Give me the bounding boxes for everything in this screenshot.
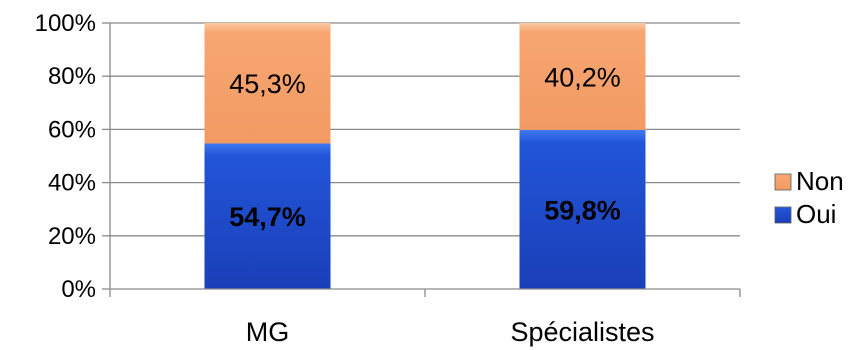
bar-oui-1: [204, 143, 331, 289]
y-tick-label: 80%: [48, 63, 96, 90]
x-category-label: Spécialistes: [510, 317, 654, 347]
bar-non-1: [204, 23, 331, 144]
legend-label-non: Non: [796, 166, 844, 196]
y-tick-label: 40%: [48, 170, 96, 197]
y-tick-label: 0%: [61, 276, 96, 303]
data-label-non-2: 40,2%: [544, 62, 621, 92]
legend-swatch-non: [774, 173, 792, 191]
bar-non-2: [519, 23, 646, 130]
legend-label-oui: Oui: [796, 199, 836, 229]
y-tick-label: 60%: [48, 116, 96, 143]
x-category-label: MG: [246, 317, 290, 347]
bar-oui-2: [519, 129, 646, 289]
y-tick-label: 20%: [48, 223, 96, 250]
data-label-oui-2: 59,8%: [544, 195, 621, 225]
axes: 0% 20% 40% 60% 80% 100% MG Spécialistes: [35, 10, 741, 347]
legend-swatch-oui: [774, 206, 792, 224]
y-tick-label: 100%: [35, 10, 96, 37]
labels: 54,7% 45,3% 59,8% 40,2%: [229, 62, 621, 232]
data-label-non-1: 45,3%: [229, 69, 306, 99]
data-label-oui-1: 54,7%: [229, 202, 306, 232]
bars: [204, 23, 646, 289]
